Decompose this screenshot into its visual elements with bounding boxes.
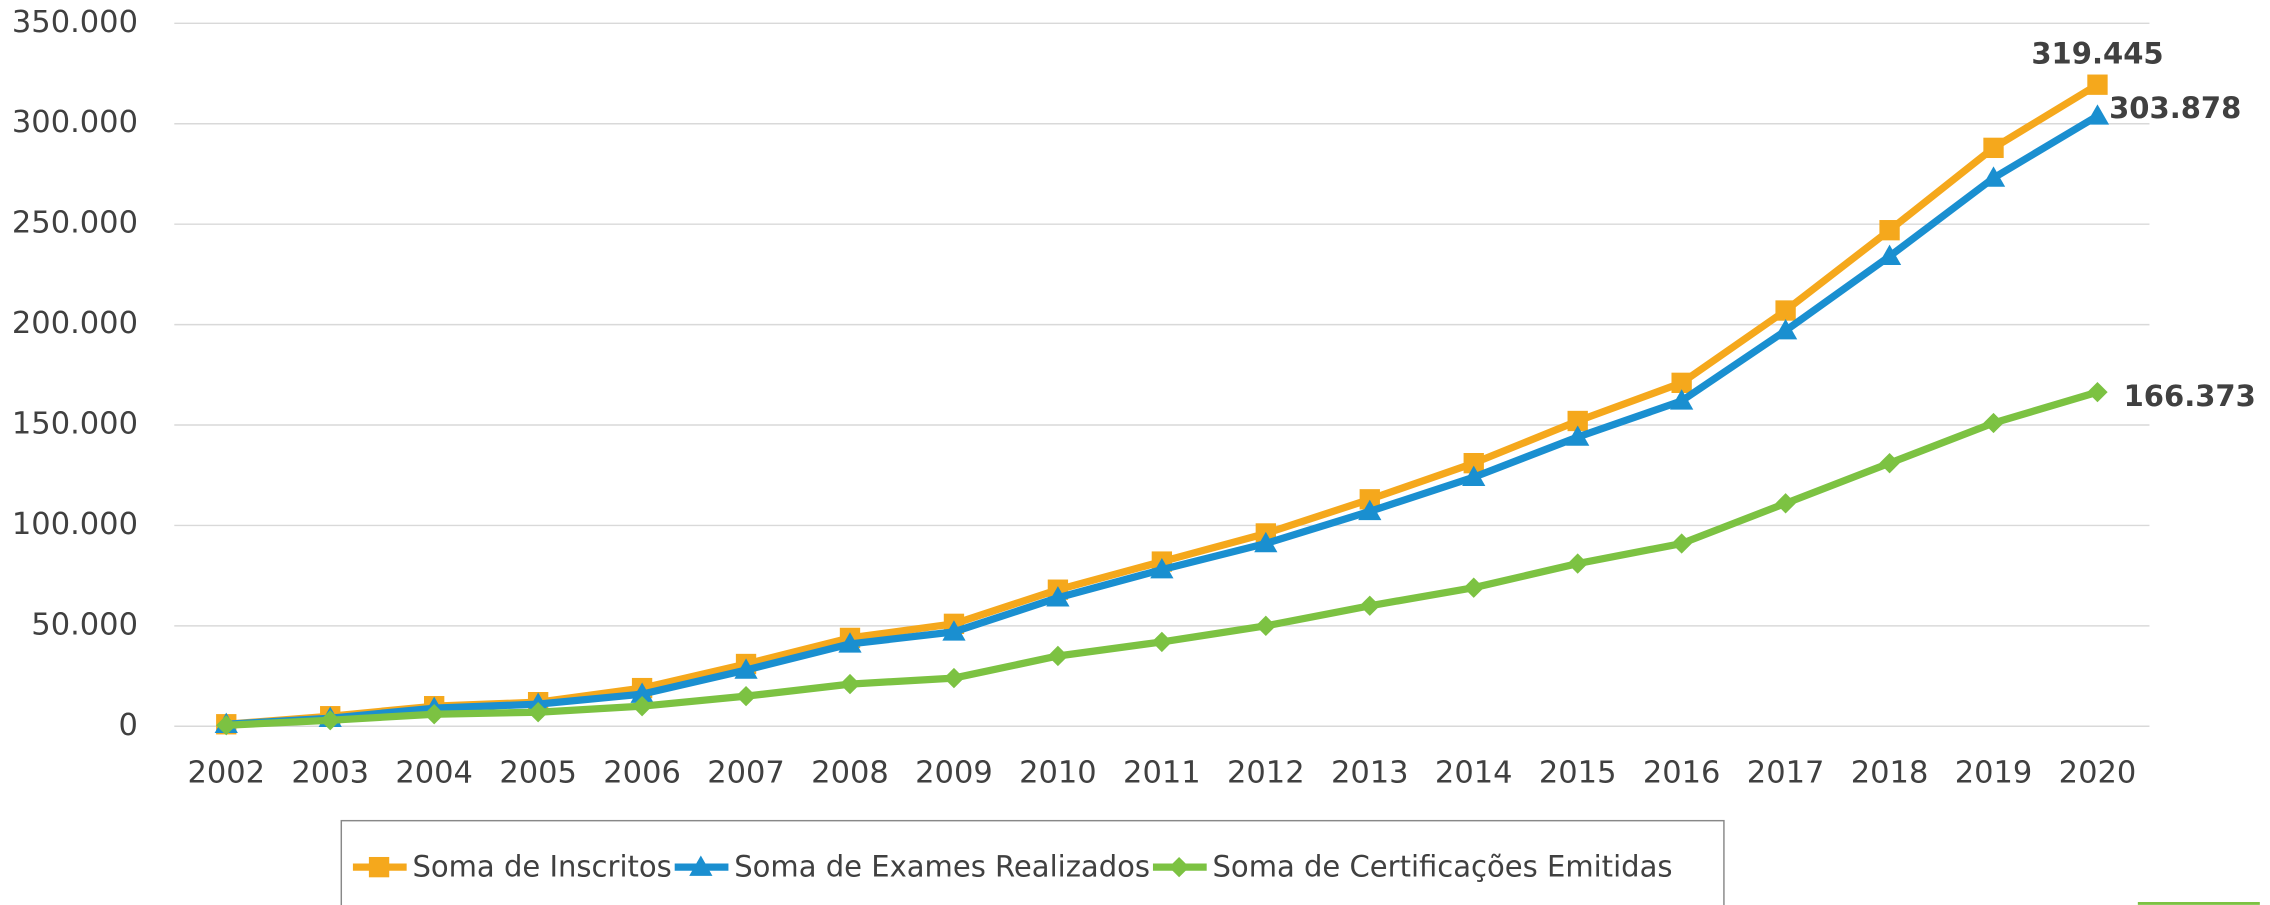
data-point	[1879, 220, 1900, 241]
data-point	[1359, 595, 1380, 616]
data-point	[630, 682, 654, 703]
data-point	[942, 620, 966, 641]
data-point	[1463, 577, 1484, 598]
x-tick-label: 2016	[1643, 756, 1721, 791]
data-point	[1358, 499, 1382, 521]
data-point	[527, 702, 549, 723]
x-tick-label: 2020	[2059, 756, 2137, 791]
data-point	[1775, 493, 1796, 514]
data-point	[631, 696, 653, 717]
x-tick-label: 2006	[603, 756, 681, 791]
data-point	[1566, 425, 1590, 446]
x-tick-label: 2005	[499, 756, 577, 791]
x-tick-label: 2019	[1955, 756, 2033, 791]
data-point	[1983, 412, 2004, 434]
legend-marker	[368, 856, 390, 878]
y-tick-label: 250.000	[12, 206, 138, 241]
y-tick-label: 300.000	[12, 105, 138, 140]
data-point	[1047, 645, 1069, 667]
data-label: 319.445	[2031, 37, 2163, 71]
x-tick-label: 2013	[1331, 756, 1409, 791]
data-point	[1567, 553, 1588, 574]
data-point	[1773, 318, 1798, 340]
y-tick-label: 100.000	[12, 507, 138, 542]
x-tick-label: 2017	[1747, 756, 1825, 791]
y-tick-label: 150.000	[12, 407, 138, 442]
data-point	[1879, 453, 1900, 474]
x-tick-label: 2009	[915, 756, 993, 791]
data-point	[1775, 300, 1796, 321]
data-point	[1981, 166, 2006, 187]
data-point	[2085, 104, 2110, 125]
data-point	[1463, 453, 1484, 474]
x-tick-label: 2014	[1435, 756, 1513, 791]
legend-marker	[689, 855, 713, 876]
legend-label: Soma de Inscritos	[412, 850, 671, 884]
data-point	[1255, 615, 1276, 637]
data-point	[424, 704, 445, 725]
data-point	[1046, 586, 1070, 607]
data-point	[2087, 74, 2108, 95]
data-point	[1254, 531, 1278, 553]
data-point	[1671, 533, 1692, 554]
y-tick-label: 0	[119, 708, 138, 743]
data-point	[1151, 631, 1173, 653]
data-point	[216, 715, 237, 736]
x-tick-label: 2003	[291, 756, 369, 791]
series-line	[225, 81, 2100, 728]
data-point	[839, 673, 861, 695]
data-point	[1877, 244, 1902, 266]
legend-box	[340, 819, 1725, 905]
legend-marker	[1168, 856, 1190, 878]
data-point	[1670, 389, 1694, 410]
x-tick-label: 2015	[1539, 756, 1617, 791]
data-point	[1359, 489, 1380, 510]
data-point	[1150, 557, 1174, 579]
data-point	[943, 667, 965, 689]
data-label: 303.878	[2109, 91, 2241, 125]
x-tick-label: 2011	[1123, 756, 1201, 791]
x-tick-label: 2010	[1019, 756, 1097, 791]
x-tick-label: 2008	[811, 756, 889, 791]
data-point	[838, 632, 862, 653]
y-tick-label: 350.000	[12, 5, 138, 40]
y-tick-label: 50.000	[31, 607, 138, 642]
x-tick-label: 2018	[1851, 756, 1929, 791]
data-point	[1462, 465, 1486, 486]
legend-label: Soma de Exames Realizados	[734, 850, 1150, 884]
data-point	[1567, 410, 1588, 432]
x-tick-label: 2012	[1227, 756, 1305, 791]
data-point	[320, 710, 341, 731]
x-tick-label: 2007	[707, 756, 785, 791]
x-tick-label: 2004	[395, 756, 473, 791]
data-point	[734, 658, 758, 679]
data-point	[1671, 372, 1692, 393]
data-point	[2087, 381, 2108, 403]
legend-label: Soma de Certificações Emitidas	[1213, 850, 1673, 884]
y-tick-label: 200.000	[12, 306, 138, 341]
data-point	[735, 685, 757, 707]
x-tick-label: 2002	[187, 756, 265, 791]
data-point	[1983, 137, 2004, 159]
data-label: 166.373	[2124, 379, 2256, 413]
